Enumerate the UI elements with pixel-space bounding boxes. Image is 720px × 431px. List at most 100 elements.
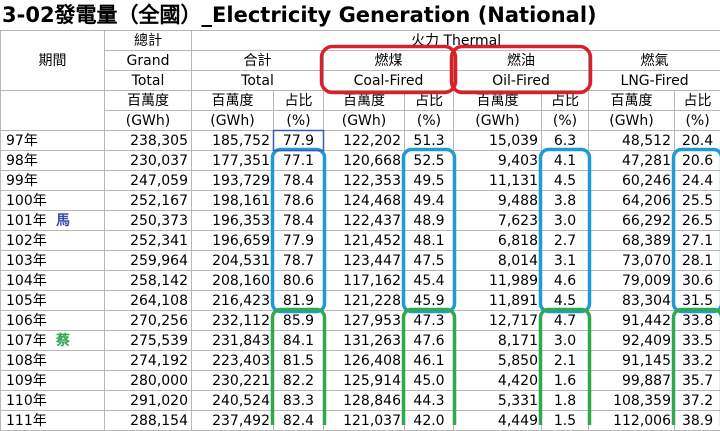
share-en-thermal: (%) bbox=[274, 111, 324, 131]
cell-period: 99年 bbox=[1, 171, 105, 191]
share-en-oil: (%) bbox=[542, 111, 589, 131]
cell-thermal: 185,752 bbox=[192, 131, 274, 151]
header-period-blank bbox=[1, 91, 105, 131]
cell-coal-pct: 49.5 bbox=[405, 171, 454, 191]
cell-total: 230,037 bbox=[105, 151, 192, 171]
unit-zh-oil: 百萬度 bbox=[454, 91, 542, 111]
cell-thermal: 230,221 bbox=[192, 371, 274, 391]
header-lng-zh: 燃氣 bbox=[589, 51, 720, 71]
cell-lng-pct: 33.2 bbox=[675, 351, 720, 371]
cell-oil: 4,420 bbox=[454, 371, 542, 391]
cell-coal-pct: 46.1 bbox=[405, 351, 454, 371]
cell-oil: 12,717 bbox=[454, 311, 542, 331]
cell-total: 275,539 bbox=[105, 331, 192, 351]
cell-period: 97年 bbox=[1, 131, 105, 151]
cell-oil: 7,623 bbox=[454, 211, 542, 231]
cell-period: 111年 bbox=[1, 411, 105, 431]
cell-coal: 122,353 bbox=[324, 171, 405, 191]
cell-coal-pct: 48.1 bbox=[405, 231, 454, 251]
header-lng-en: LNG-Fired bbox=[589, 71, 720, 91]
period-label: 106年 bbox=[4, 312, 51, 330]
unit-zh-thermal: 百萬度 bbox=[192, 91, 274, 111]
cell-oil: 6,818 bbox=[454, 231, 542, 251]
header-subtotal-en: Total bbox=[192, 71, 324, 91]
header-thermal: 火力 Thermal bbox=[192, 31, 720, 51]
header-total-en2: Total bbox=[105, 71, 192, 91]
period-label: 98年 bbox=[4, 152, 51, 170]
cell-coal-pct: 42.0 bbox=[405, 411, 454, 431]
cell-coal: 127,953 bbox=[324, 311, 405, 331]
cell-coal: 122,437 bbox=[324, 211, 405, 231]
cell-thermal: 237,492 bbox=[192, 411, 274, 431]
header-oil-en: Oil-Fired bbox=[454, 71, 589, 91]
header-subtotal-zh: 合計 bbox=[192, 51, 324, 71]
cell-lng-pct: 20.6 bbox=[675, 151, 720, 171]
period-label: 110年 bbox=[4, 392, 51, 410]
header-oil-zh: 燃油 bbox=[454, 51, 589, 71]
period-label: 100年 bbox=[4, 192, 51, 210]
cell-coal-pct: 45.4 bbox=[405, 271, 454, 291]
period-label: 103年 bbox=[4, 252, 51, 270]
cell-period: 101年馬 bbox=[1, 211, 105, 231]
cell-lng: 60,246 bbox=[589, 171, 675, 191]
cell-coal-pct: 47.5 bbox=[405, 251, 454, 271]
cell-coal-pct: 47.3 bbox=[405, 311, 454, 331]
cell-thermal-pct: 81.5 bbox=[274, 351, 324, 371]
cell-thermal-pct: 78.4 bbox=[274, 211, 324, 231]
cell-coal: 131,263 bbox=[324, 331, 405, 351]
period-label: 104年 bbox=[4, 272, 51, 290]
cell-thermal: 193,729 bbox=[192, 171, 274, 191]
cell-coal: 128,846 bbox=[324, 391, 405, 411]
cell-total: 274,192 bbox=[105, 351, 192, 371]
party-label: 馬 bbox=[51, 212, 75, 230]
cell-total: 288,154 bbox=[105, 411, 192, 431]
unit-en-thermal: (GWh) bbox=[192, 111, 274, 131]
cell-thermal-pct: 84.1 bbox=[274, 331, 324, 351]
cell-lng: 99,887 bbox=[589, 371, 675, 391]
cell-oil-pct: 4.1 bbox=[542, 151, 589, 171]
cell-oil: 11,891 bbox=[454, 291, 542, 311]
unit-en-lng: (GWh) bbox=[589, 111, 675, 131]
cell-lng-pct: 26.5 bbox=[675, 211, 720, 231]
cell-thermal-pct: 77.9 bbox=[274, 131, 324, 151]
cell-lng: 66,292 bbox=[589, 211, 675, 231]
cell-thermal-pct: 85.9 bbox=[274, 311, 324, 331]
period-label: 107年 bbox=[4, 332, 51, 350]
cell-coal: 121,452 bbox=[324, 231, 405, 251]
cell-total: 258,142 bbox=[105, 271, 192, 291]
cell-coal: 126,408 bbox=[324, 351, 405, 371]
cell-period: 108年 bbox=[1, 351, 105, 371]
cell-lng-pct: 25.5 bbox=[675, 191, 720, 211]
cell-oil-pct: 4.6 bbox=[542, 271, 589, 291]
cell-lng-pct: 30.6 bbox=[675, 271, 720, 291]
cell-total: 270,256 bbox=[105, 311, 192, 331]
cell-oil: 11,989 bbox=[454, 271, 542, 291]
share-en-lng: (%) bbox=[675, 111, 720, 131]
share-zh-thermal: 占比 bbox=[274, 91, 324, 111]
cell-coal-pct: 44.3 bbox=[405, 391, 454, 411]
header-coal-en: Coal-Fired bbox=[324, 71, 454, 91]
cell-total: 238,305 bbox=[105, 131, 192, 151]
header-period: 期間 bbox=[1, 31, 105, 91]
unit-zh-total: 百萬度 bbox=[105, 91, 192, 111]
cell-coal-pct: 48.9 bbox=[405, 211, 454, 231]
period-label: 111年 bbox=[4, 412, 51, 430]
cell-period: 107年蔡 bbox=[1, 331, 105, 351]
cell-coal: 122,202 bbox=[324, 131, 405, 151]
cell-oil-pct: 4.5 bbox=[542, 291, 589, 311]
cell-total: 264,108 bbox=[105, 291, 192, 311]
cell-lng-pct: 31.5 bbox=[675, 291, 720, 311]
cell-lng-pct: 27.1 bbox=[675, 231, 720, 251]
period-label: 101年 bbox=[4, 212, 51, 230]
cell-period: 100年 bbox=[1, 191, 105, 211]
generation-table: 期間 總計 火力 Thermal Grand 合計 燃煤 燃油 燃氣 Total… bbox=[0, 30, 720, 431]
cell-thermal-pct: 77.9 bbox=[274, 231, 324, 251]
cell-oil-pct: 3.0 bbox=[542, 211, 589, 231]
